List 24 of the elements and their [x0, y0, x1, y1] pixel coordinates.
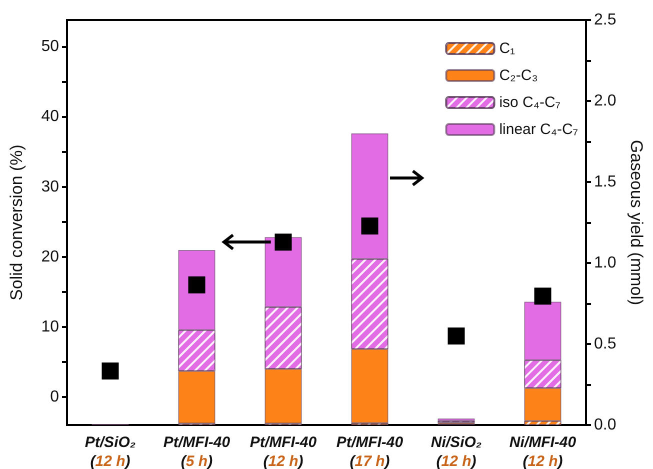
- x-tick-label: Ni/MFI-40 (12 h): [509, 434, 577, 469]
- y2-tick-label: 1.0: [594, 254, 616, 272]
- y-tick-label: 50: [41, 38, 60, 56]
- legend-label: C₂-C₃: [499, 67, 538, 84]
- y2-axis-title: Gaseous yield (mmol): [627, 140, 646, 306]
- y2-tick-label: 0.5: [594, 336, 616, 352]
- y-tick-label: 0: [50, 388, 60, 406]
- x-tick-label: Ni/SiO₂ (12 h): [430, 434, 482, 469]
- y-tick-label: 30: [41, 178, 60, 196]
- y2-tick-label: 0.0: [594, 416, 616, 434]
- y-tick-label: 10: [41, 318, 60, 336]
- x-tick-label: Pt/MFI-40 (5 h): [163, 434, 231, 469]
- legend-label: iso C₄-C₇: [499, 94, 561, 111]
- y2-tick-label: 1.5: [594, 174, 616, 190]
- y-tick-label: 40: [41, 108, 60, 126]
- y-axis-title: Solid conversion (%): [7, 144, 26, 300]
- x-tick-label: Pt/SiO₂ (12 h): [84, 434, 136, 469]
- y-tick-label: 20: [41, 248, 60, 266]
- x-tick-label: Pt/MFI-40 (17 h): [336, 434, 404, 469]
- y2-tick-label: 2.0: [594, 92, 616, 110]
- legend-label: linear C₄-C₇: [499, 121, 578, 138]
- legend-label: C₁: [499, 40, 516, 57]
- y2-tick-label: 2.5: [594, 12, 616, 28]
- x-tick-label: Pt/MFI-40 (12 h): [250, 434, 318, 469]
